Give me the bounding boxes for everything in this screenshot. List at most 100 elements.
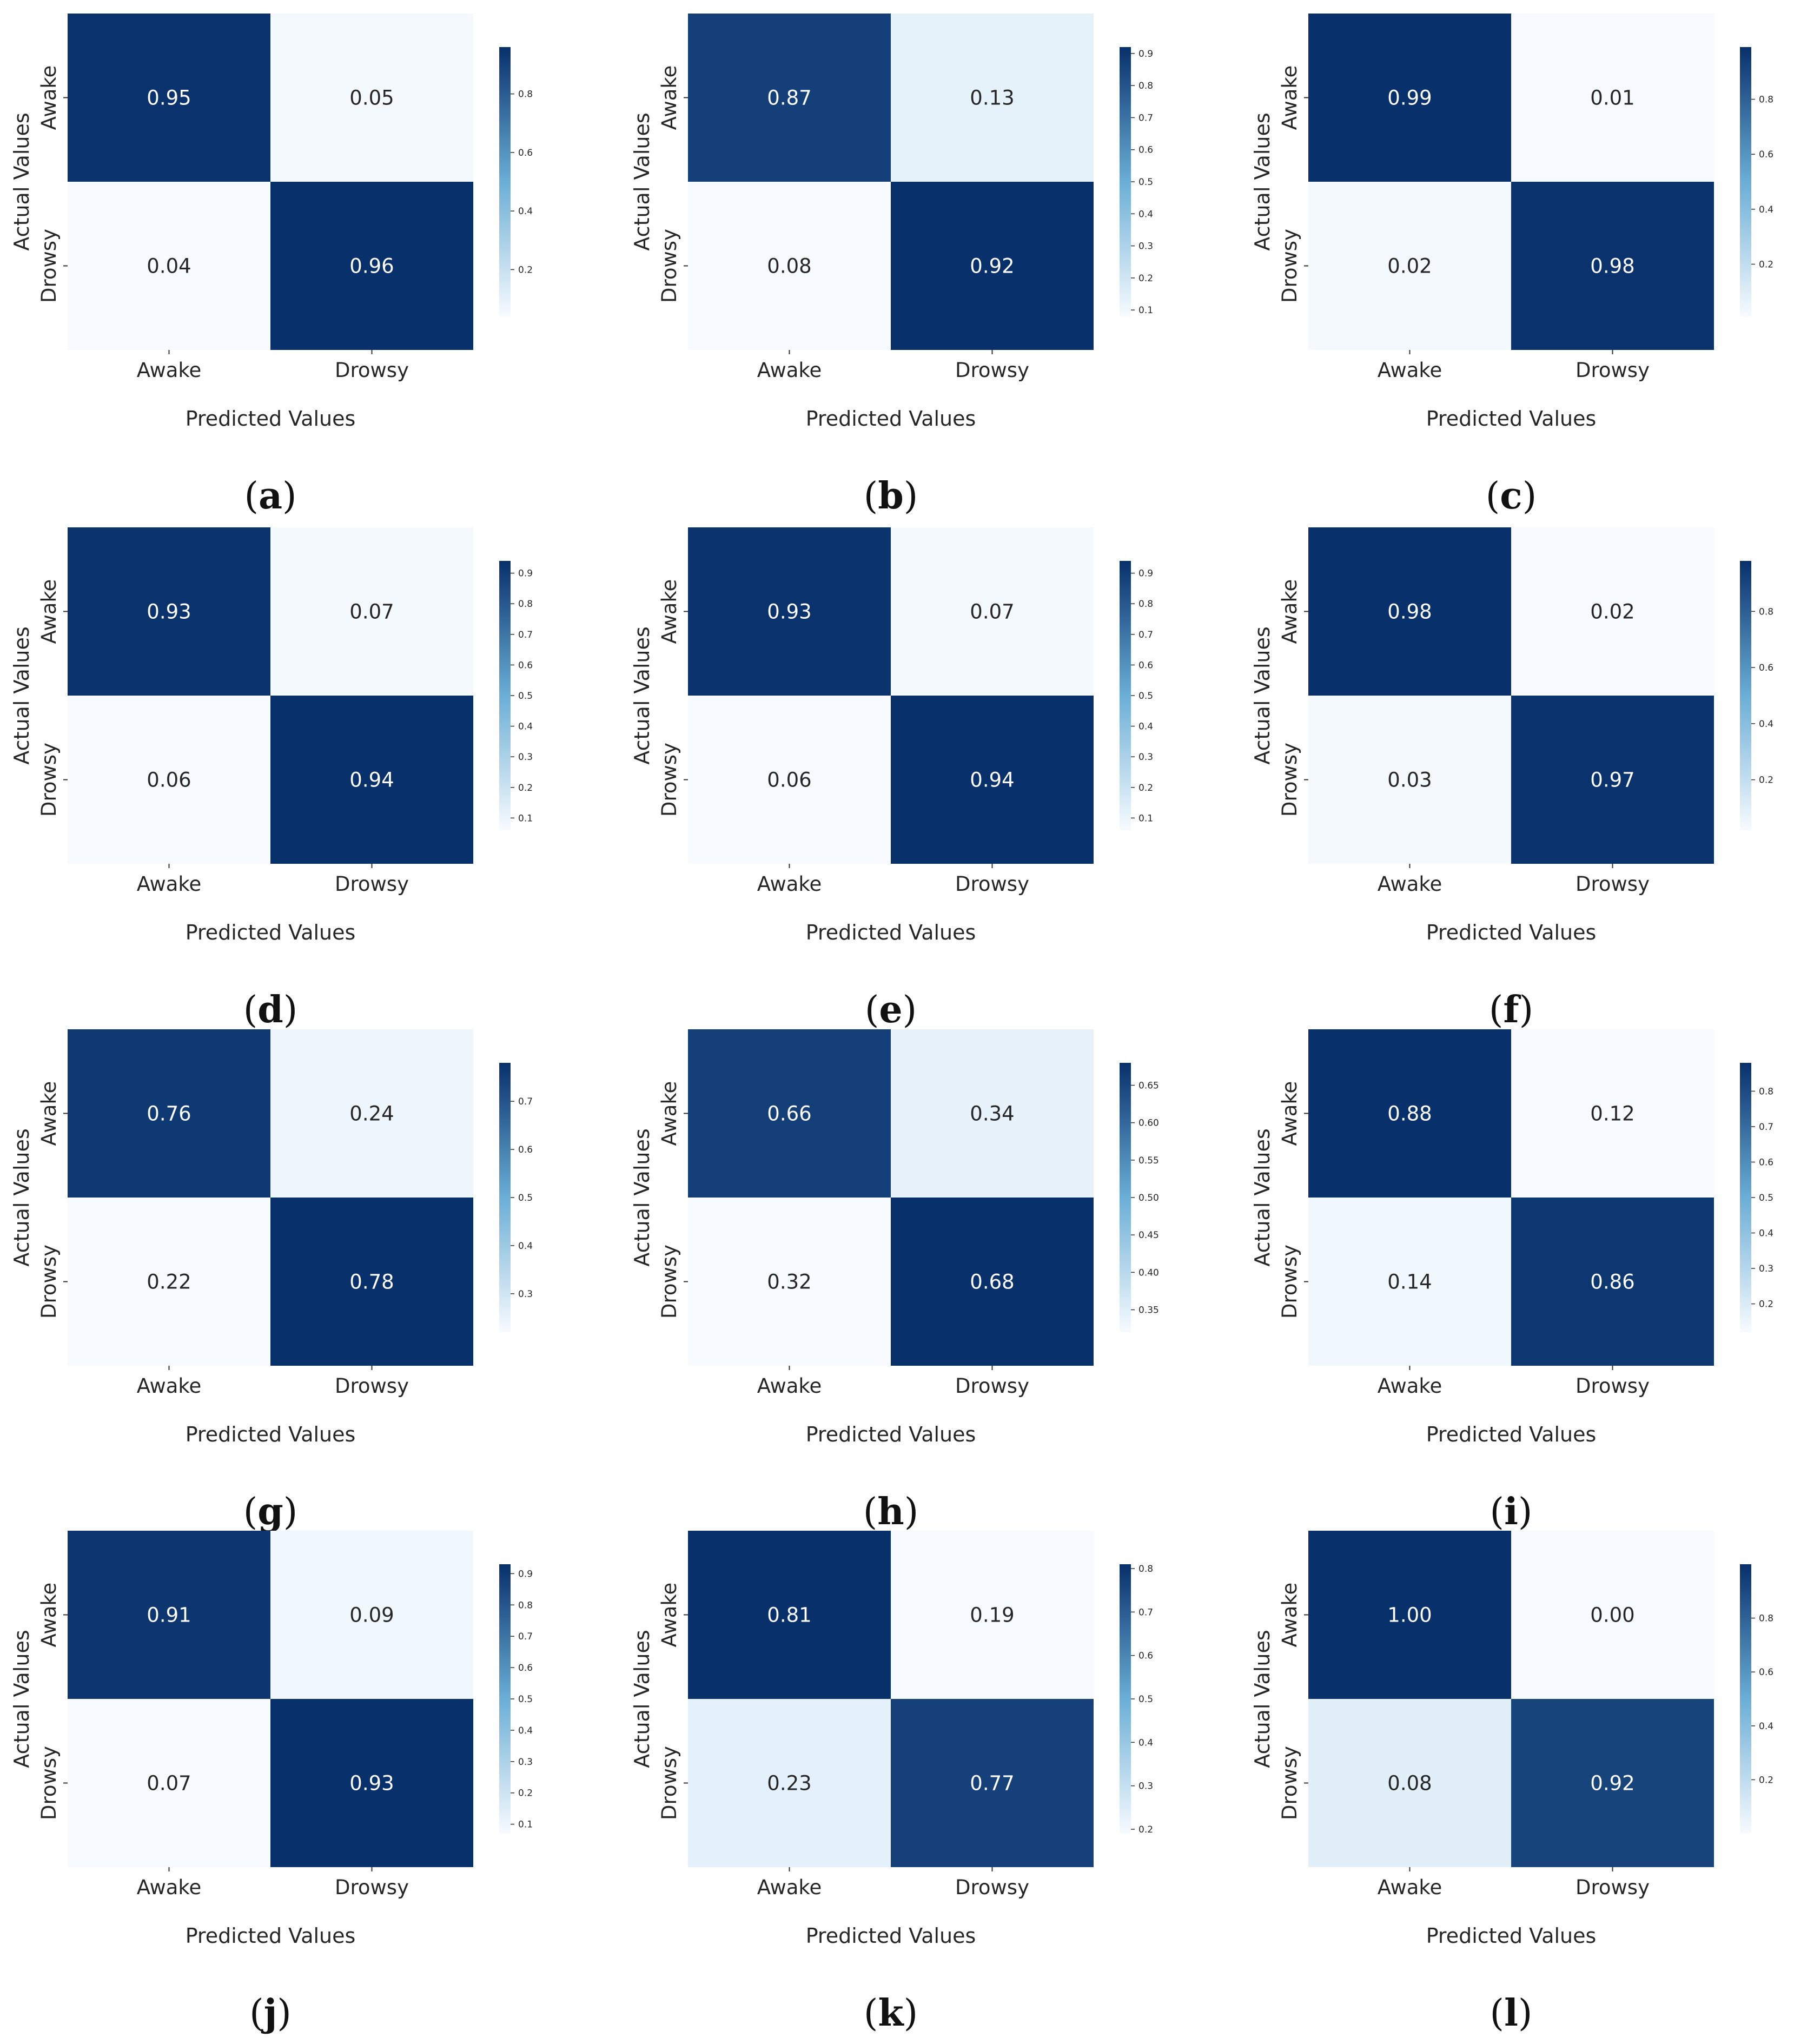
colorbar-tick-label: 0.55 [1138, 1155, 1159, 1166]
x-tick-label: Awake [1378, 872, 1442, 896]
cell-value-label: 0.32 [767, 1271, 811, 1294]
cell-value-label: 0.98 [1387, 600, 1432, 624]
x-axis-label: Predicted Values [186, 1423, 356, 1446]
cell-value-label: 0.24 [349, 1102, 394, 1126]
heatmap-cell [68, 182, 270, 350]
colorbar [1740, 561, 1751, 830]
cell-value-label: 0.76 [147, 1102, 191, 1126]
colorbar-tick-label: 0.5 [518, 1694, 533, 1705]
heatmap-cell [1308, 1198, 1511, 1366]
cell-value-label: 0.04 [147, 255, 191, 278]
colorbar-tick-label: 0.40 [1138, 1267, 1159, 1278]
cell-value-label: 0.07 [970, 600, 1014, 624]
heatmap-cell [688, 696, 891, 864]
y-tick-label: Drowsy [658, 229, 681, 303]
panel-label: (g) [243, 1490, 298, 1533]
confusion-matrix-panel-f: 0.98 0.02 0.03 0.97 Awake Drowsy Awake Drowsy Pr… [1250, 527, 1773, 1031]
colorbar-tick-label: 0.7 [1138, 1607, 1153, 1618]
cell-value-label: 0.94 [970, 769, 1014, 792]
colorbar-tick-label: 0.8 [1759, 95, 1773, 105]
y-tick-label: Drowsy [37, 229, 61, 303]
cell-value-label: 0.99 [1387, 87, 1432, 110]
heatmap-cell [1308, 527, 1511, 696]
colorbar-tick-label: 0.6 [1759, 1667, 1773, 1678]
cell-value-label: 0.98 [1590, 255, 1634, 278]
y-tick-label: Awake [1278, 65, 1301, 130]
heatmap-cell [270, 1029, 473, 1198]
y-tick-label: Drowsy [1278, 1245, 1301, 1319]
colorbar-tick-label: 0.7 [1138, 630, 1153, 640]
heatmap-cell [270, 1699, 473, 1867]
y-axis-label: Actual Values [1250, 1630, 1274, 1768]
cell-value-label: 0.08 [767, 255, 811, 278]
colorbar-tick-label: 0.2 [518, 783, 533, 793]
heatmap-cell [1511, 14, 1714, 182]
colorbar-tick-label: 0.45 [1138, 1230, 1159, 1241]
heatmap-cell [1511, 1531, 1714, 1699]
panel-label: (l) [1490, 1992, 1533, 2035]
y-tick-label: Awake [1278, 1081, 1301, 1146]
cell-value-label: 0.93 [147, 600, 191, 624]
cell-value-label: 1.00 [1387, 1604, 1432, 1627]
cell-value-label: 0.86 [1590, 1271, 1634, 1294]
heatmap-cell [891, 1531, 1094, 1699]
x-tick-label: Drowsy [955, 1876, 1029, 1899]
y-tick-label: Awake [37, 579, 61, 644]
confusion-matrix-panel-c: 0.99 0.01 0.02 0.98 Awake Drowsy Awake Drowsy Pr… [1250, 14, 1773, 518]
y-tick-label: Awake [658, 1081, 681, 1146]
x-tick-label: Awake [757, 872, 822, 896]
heatmap-cell [1511, 527, 1714, 696]
cell-value-label: 0.07 [349, 600, 394, 624]
y-tick-label: Awake [37, 1081, 61, 1146]
colorbar-tick-label: 0.4 [518, 1241, 533, 1252]
heatmap-cell [270, 1531, 473, 1699]
colorbar-tick-label: 0.6 [1138, 660, 1153, 671]
y-tick-label: Drowsy [1278, 1746, 1301, 1820]
cell-value-label: 0.91 [147, 1604, 191, 1627]
heatmap-cell [68, 696, 270, 864]
colorbar [1120, 47, 1131, 316]
colorbar-tick-label: 0.5 [518, 1193, 533, 1203]
heatmap-cell [68, 1198, 270, 1366]
colorbar-tick-label: 0.50 [1138, 1193, 1159, 1203]
cell-value-label: 0.87 [767, 87, 811, 110]
cell-value-label: 0.81 [767, 1604, 811, 1627]
x-axis-label: Predicted Values [186, 407, 356, 431]
cell-value-label: 0.92 [1590, 1772, 1634, 1795]
heatmap-cell [688, 1029, 891, 1198]
colorbar-tick-label: 0.9 [1138, 49, 1153, 59]
panel-label: (a) [244, 474, 296, 518]
heatmap-cell [1308, 1699, 1511, 1867]
colorbar-tick-label: 0.1 [518, 1820, 533, 1830]
confusion-matrix-panel-j: 0.91 0.09 0.07 0.93 Awake Drowsy Awake Drowsy Pr… [10, 1531, 533, 2035]
heatmap-cell [688, 182, 891, 350]
colorbar-tick-label: 0.4 [1759, 1228, 1773, 1239]
cell-value-label: 0.92 [970, 255, 1014, 278]
heatmap-cell [891, 182, 1094, 350]
cell-value-label: 0.23 [767, 1772, 811, 1795]
cell-value-label: 0.13 [970, 87, 1014, 110]
y-tick-label: Drowsy [658, 743, 681, 817]
colorbar-tick-label: 0.8 [1759, 1086, 1773, 1097]
colorbar [1740, 1564, 1751, 1834]
colorbar-tick-label: 0.4 [1759, 1721, 1773, 1732]
y-tick-label: Awake [658, 65, 681, 130]
cell-value-label: 0.02 [1590, 600, 1634, 624]
confusion-matrix-panel-k: 0.81 0.19 0.23 0.77 Awake Drowsy Awake Drowsy Pr… [630, 1531, 1153, 2035]
colorbar-tick-label: 0.3 [518, 1757, 533, 1768]
colorbar-tick-label: 0.3 [1138, 241, 1153, 252]
colorbar-tick-label: 0.2 [1759, 775, 1773, 786]
colorbar-tick-label: 0.5 [518, 691, 533, 702]
y-axis-label: Actual Values [10, 113, 34, 250]
heatmap-cell [1308, 182, 1511, 350]
x-tick-label: Awake [137, 872, 202, 896]
cell-value-label: 0.02 [1387, 255, 1432, 278]
cell-value-label: 0.77 [970, 1772, 1014, 1795]
colorbar [499, 561, 511, 830]
colorbar-tick-label: 0.2 [1759, 1299, 1773, 1310]
colorbar-tick-label: 0.8 [1138, 81, 1153, 91]
confusion-matrix-panel-e: 0.93 0.07 0.06 0.94 Awake Drowsy Awake Drowsy Pr… [630, 527, 1153, 1031]
cell-value-label: 0.34 [970, 1102, 1014, 1126]
colorbar-tick-label: 0.8 [1138, 599, 1153, 610]
colorbar [499, 1564, 511, 1834]
